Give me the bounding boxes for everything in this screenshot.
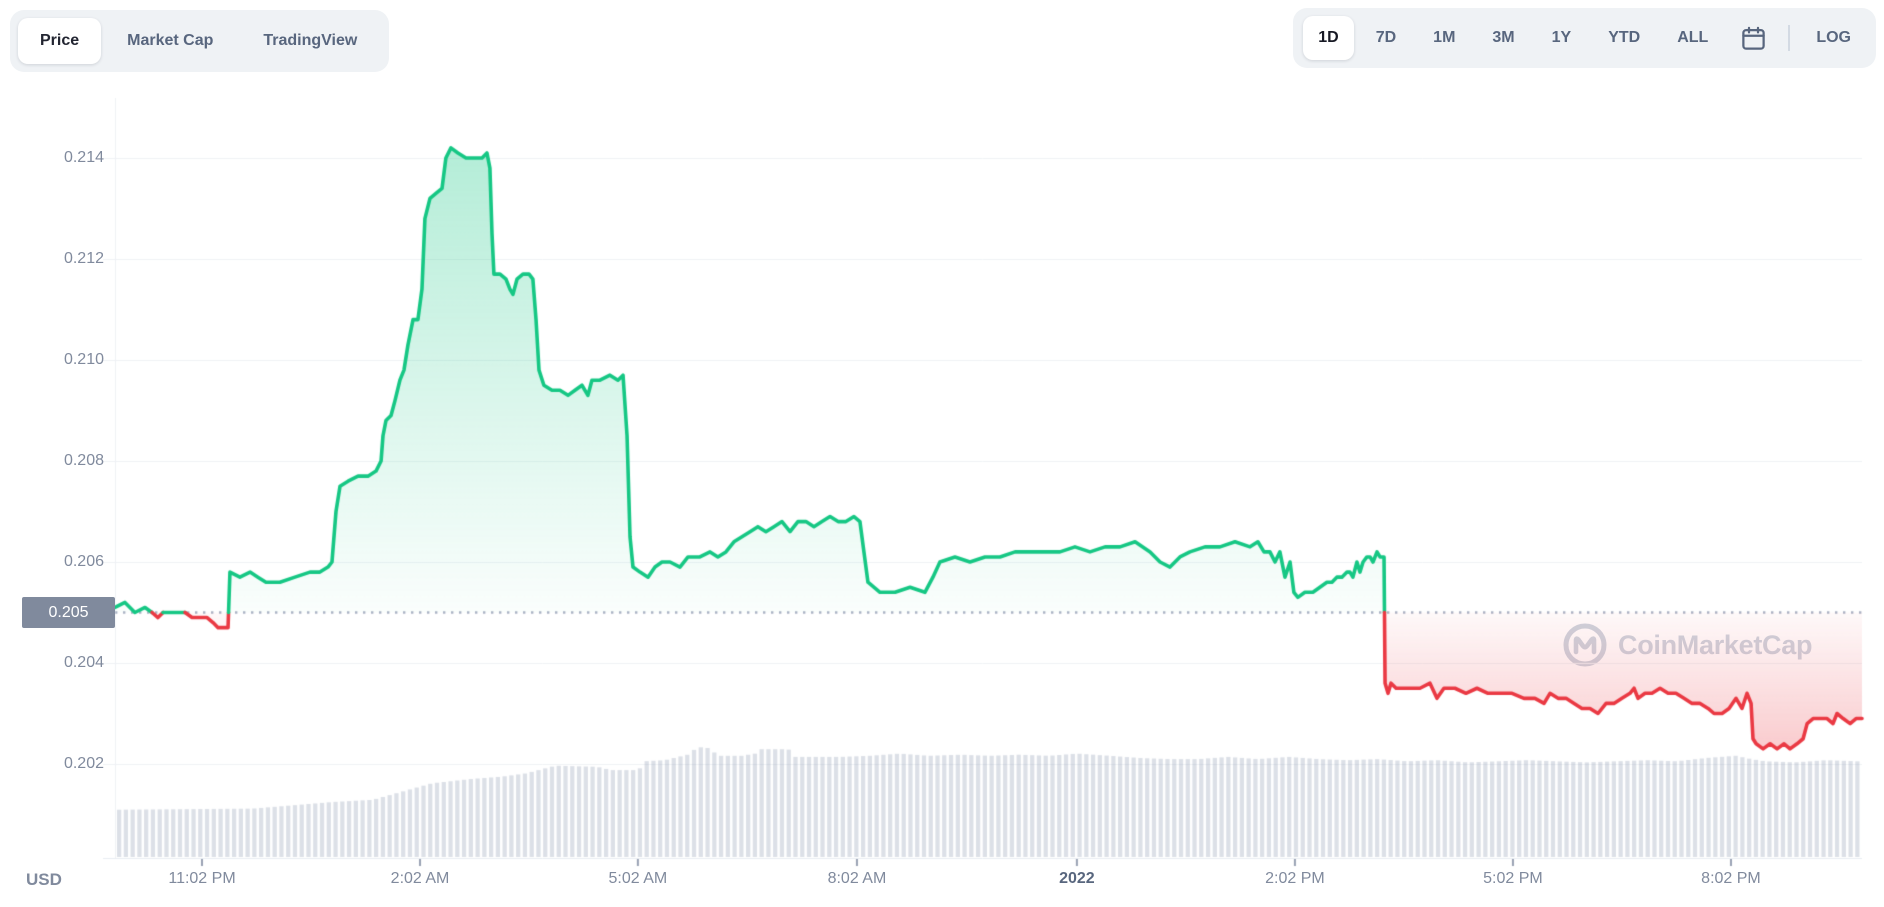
toolbar-divider <box>1788 25 1791 51</box>
log-scale-button[interactable]: LOG <box>1816 29 1851 46</box>
x-axis-label: 8:02 PM <box>1701 870 1761 887</box>
range-button-1y[interactable]: 1Y <box>1551 29 1572 46</box>
y-axis-label: 0.204 <box>63 654 104 671</box>
range-button-1m[interactable]: 1M <box>1433 29 1456 46</box>
range-button-all[interactable]: ALL <box>1677 29 1709 46</box>
x-axis-label: 8:02 AM <box>827 870 887 887</box>
date-range-picker-button[interactable] <box>1730 16 1777 60</box>
x-axis-label: 5:02 AM <box>608 870 668 887</box>
calendar-icon <box>1742 26 1766 50</box>
time-range-toolbar: 1D 7D 1M 3M 1Y YTD ALL LOG <box>1293 8 1876 68</box>
range-button-3m[interactable]: 3M <box>1492 29 1515 46</box>
y-axis-label: 0.214 <box>63 149 104 166</box>
x-axis-label: 2:02 PM <box>1265 870 1325 887</box>
chart-type-tabs: Price Market Cap TradingView <box>10 10 390 72</box>
y-axis-label: 0.206 <box>63 553 104 570</box>
tab-price[interactable]: Price <box>18 18 102 64</box>
y-axis-label: 0.202 <box>63 755 104 772</box>
x-axis-label: 2022 <box>1059 870 1095 887</box>
y-axis-label: 0.208 <box>63 452 104 469</box>
tab-tradingview[interactable]: TradingView <box>263 32 358 49</box>
y-axis-label: 0.210 <box>63 351 104 368</box>
range-button-1d[interactable]: 1D <box>1303 16 1354 60</box>
y-axis-label: 0.212 <box>63 250 104 267</box>
currency-label: USD <box>26 870 62 889</box>
x-axis-label: 5:02 PM <box>1483 870 1543 887</box>
range-button-7d[interactable]: 7D <box>1375 29 1397 46</box>
open-price-badge: 0.205 <box>22 597 115 628</box>
range-button-ytd[interactable]: YTD <box>1608 29 1641 46</box>
x-axis-label: 2:02 AM <box>390 870 450 887</box>
tab-market-cap[interactable]: Market Cap <box>127 32 214 49</box>
x-axis-label: 11:02 PM <box>168 870 236 887</box>
